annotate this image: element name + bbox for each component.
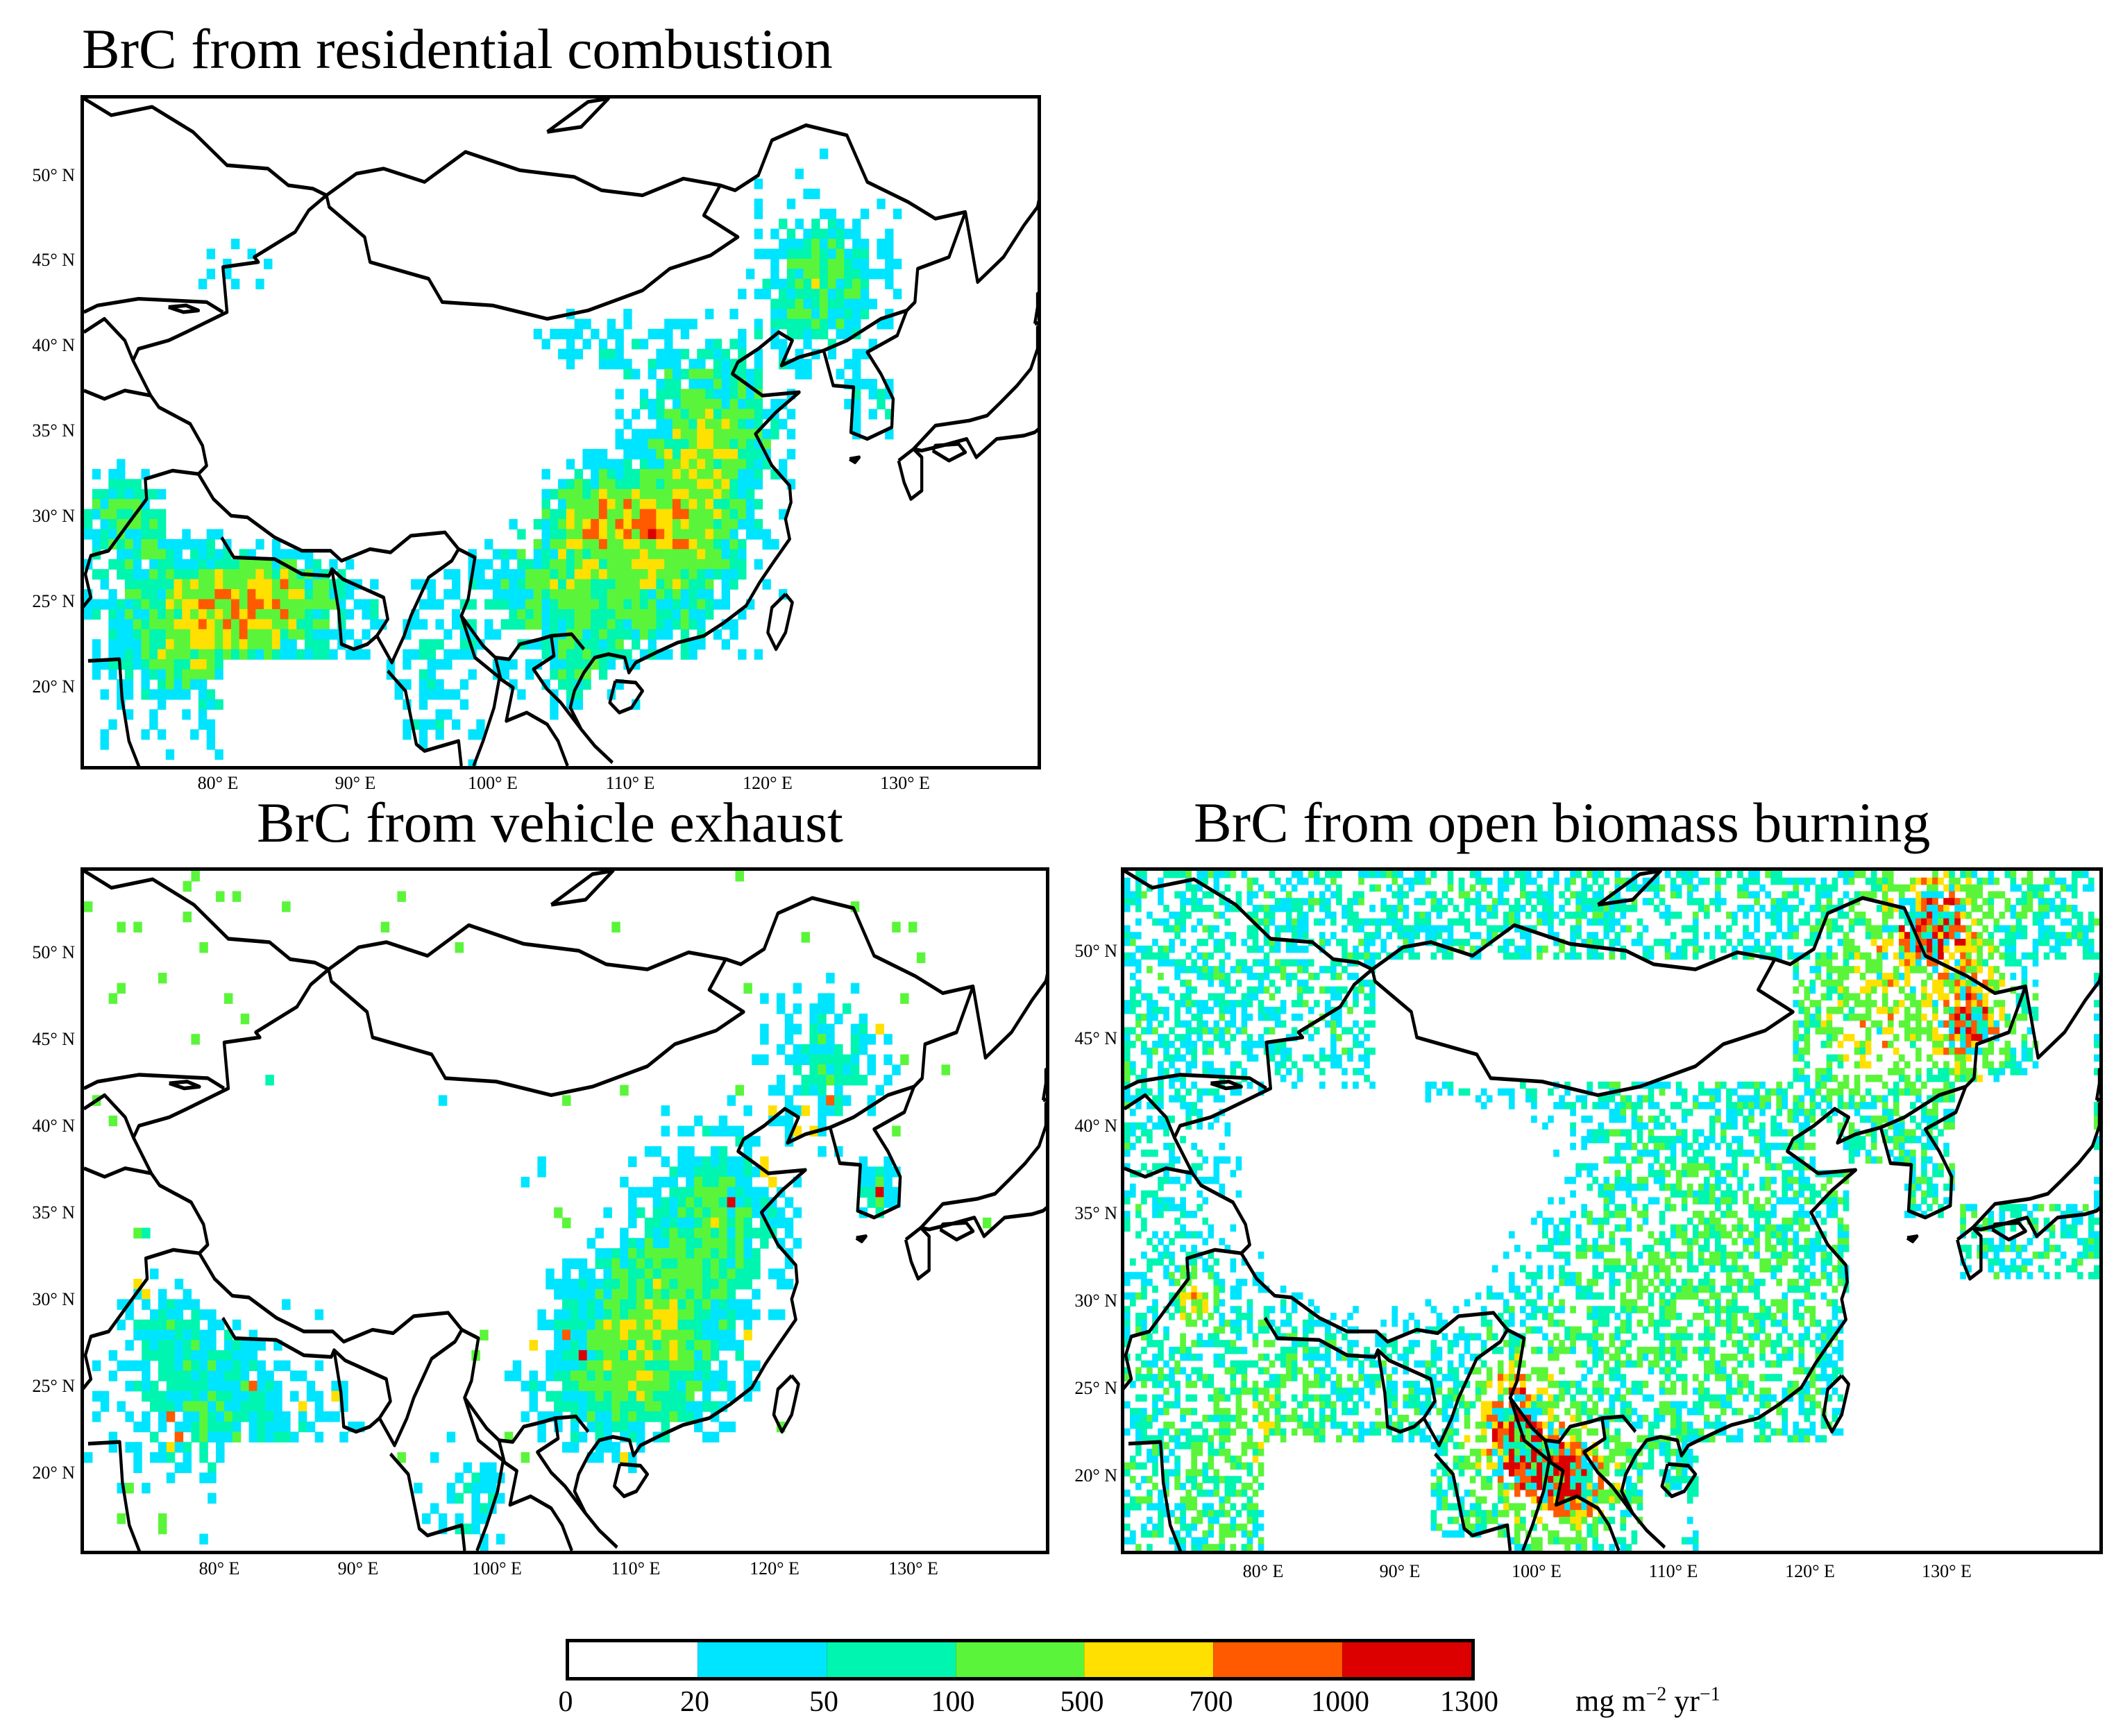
lat-label: 40° N (1074, 1116, 1117, 1136)
lat-label: 35° N (1074, 1203, 1117, 1223)
colorbar-tick: 100 (931, 1686, 975, 1718)
lon-label: 120° E (1785, 1561, 1835, 1581)
emission-field (84, 871, 992, 1551)
colorbar-tick: 500 (1060, 1686, 1104, 1718)
unit-exponent: −1 (1699, 1683, 1720, 1705)
colorbar-segment (1084, 1642, 1214, 1677)
lat-label: 40° N (32, 1116, 75, 1136)
colorbar-tick: 700 (1189, 1686, 1233, 1718)
colorbar-segment (697, 1642, 827, 1677)
colorbar-segment (569, 1642, 697, 1677)
unit-mid: yr (1666, 1684, 1700, 1718)
lat-label: 45° N (32, 250, 75, 270)
lon-label: 110° E (605, 773, 655, 793)
lon-label: 100° E (468, 773, 518, 793)
lat-label: 30° N (1074, 1291, 1117, 1311)
panel-title-biomass: BrC from open biomass burning (1194, 791, 1931, 854)
lat-label: 50° N (32, 942, 75, 962)
map-panel-biomass (1121, 867, 2103, 1554)
country-borders (1124, 871, 2099, 1551)
map-vehicle (84, 871, 1046, 1551)
lon-label: 130° E (880, 773, 930, 793)
lon-label: 130° E (1922, 1561, 1972, 1581)
colorbar-tick: 1300 (1440, 1686, 1498, 1718)
colorbar-segment (1342, 1642, 1472, 1677)
lat-label: 20° N (32, 1463, 75, 1483)
lat-label: 35° N (32, 1202, 75, 1223)
panel-title-vehicle: BrC from vehicle exhaust (257, 791, 843, 854)
lon-label: 110° E (611, 1558, 661, 1578)
lat-label: 45° N (32, 1029, 75, 1049)
lat-label: 50° N (1074, 941, 1117, 961)
lon-label: 80° E (197, 773, 239, 793)
colorbar-tick: 20 (680, 1686, 709, 1718)
colorbar-tick: 1000 (1311, 1686, 1369, 1718)
map-biomass (1124, 871, 2099, 1551)
lat-label: 25° N (1074, 1378, 1117, 1398)
panel-title-residential: BrC from residential combustion (82, 17, 833, 80)
colorbar-unit-label: mg m−2 yr−1 (1575, 1683, 1720, 1719)
lat-label: 30° N (32, 506, 75, 526)
map-panel-residential (81, 95, 1041, 769)
lon-label: 90° E (335, 773, 376, 793)
lat-label: 50° N (32, 165, 75, 185)
lon-label: 110° E (1648, 1561, 1698, 1581)
unit-base: mg m (1575, 1684, 1646, 1718)
lat-label: 20° N (32, 676, 75, 697)
map-panel-vehicle (81, 867, 1049, 1554)
lat-label: 35° N (32, 420, 75, 441)
lon-label: 120° E (750, 1558, 800, 1578)
lat-label: 40° N (32, 335, 75, 355)
lon-label: 80° E (1242, 1561, 1284, 1581)
lon-label: 80° E (198, 1558, 240, 1578)
emission-field (84, 148, 902, 766)
lat-label: 25° N (32, 1376, 75, 1396)
lat-label: 45° N (1074, 1028, 1117, 1048)
colorbar-tick: 0 (558, 1686, 573, 1718)
lon-label: 90° E (337, 1558, 379, 1578)
lat-label: 20° N (1074, 1465, 1117, 1486)
colorbar-segment (1213, 1642, 1343, 1677)
lon-label: 100° E (1512, 1561, 1562, 1581)
lat-label: 25° N (32, 591, 75, 611)
lon-label: 90° E (1379, 1561, 1421, 1581)
unit-exponent: −2 (1646, 1683, 1667, 1705)
colorbar-segment (826, 1642, 956, 1677)
lat-label: 30° N (32, 1289, 75, 1309)
lon-label: 120° E (743, 773, 793, 793)
lon-label: 100° E (472, 1558, 522, 1578)
map-residential (84, 99, 1038, 766)
emission-field (1124, 871, 2099, 1551)
country-borders (84, 99, 1038, 766)
lon-label: 130° E (888, 1558, 938, 1578)
colorbar-tick: 50 (809, 1686, 838, 1718)
country-borders (84, 871, 1046, 1551)
colorbar (566, 1639, 1475, 1680)
colorbar-segment (955, 1642, 1085, 1677)
